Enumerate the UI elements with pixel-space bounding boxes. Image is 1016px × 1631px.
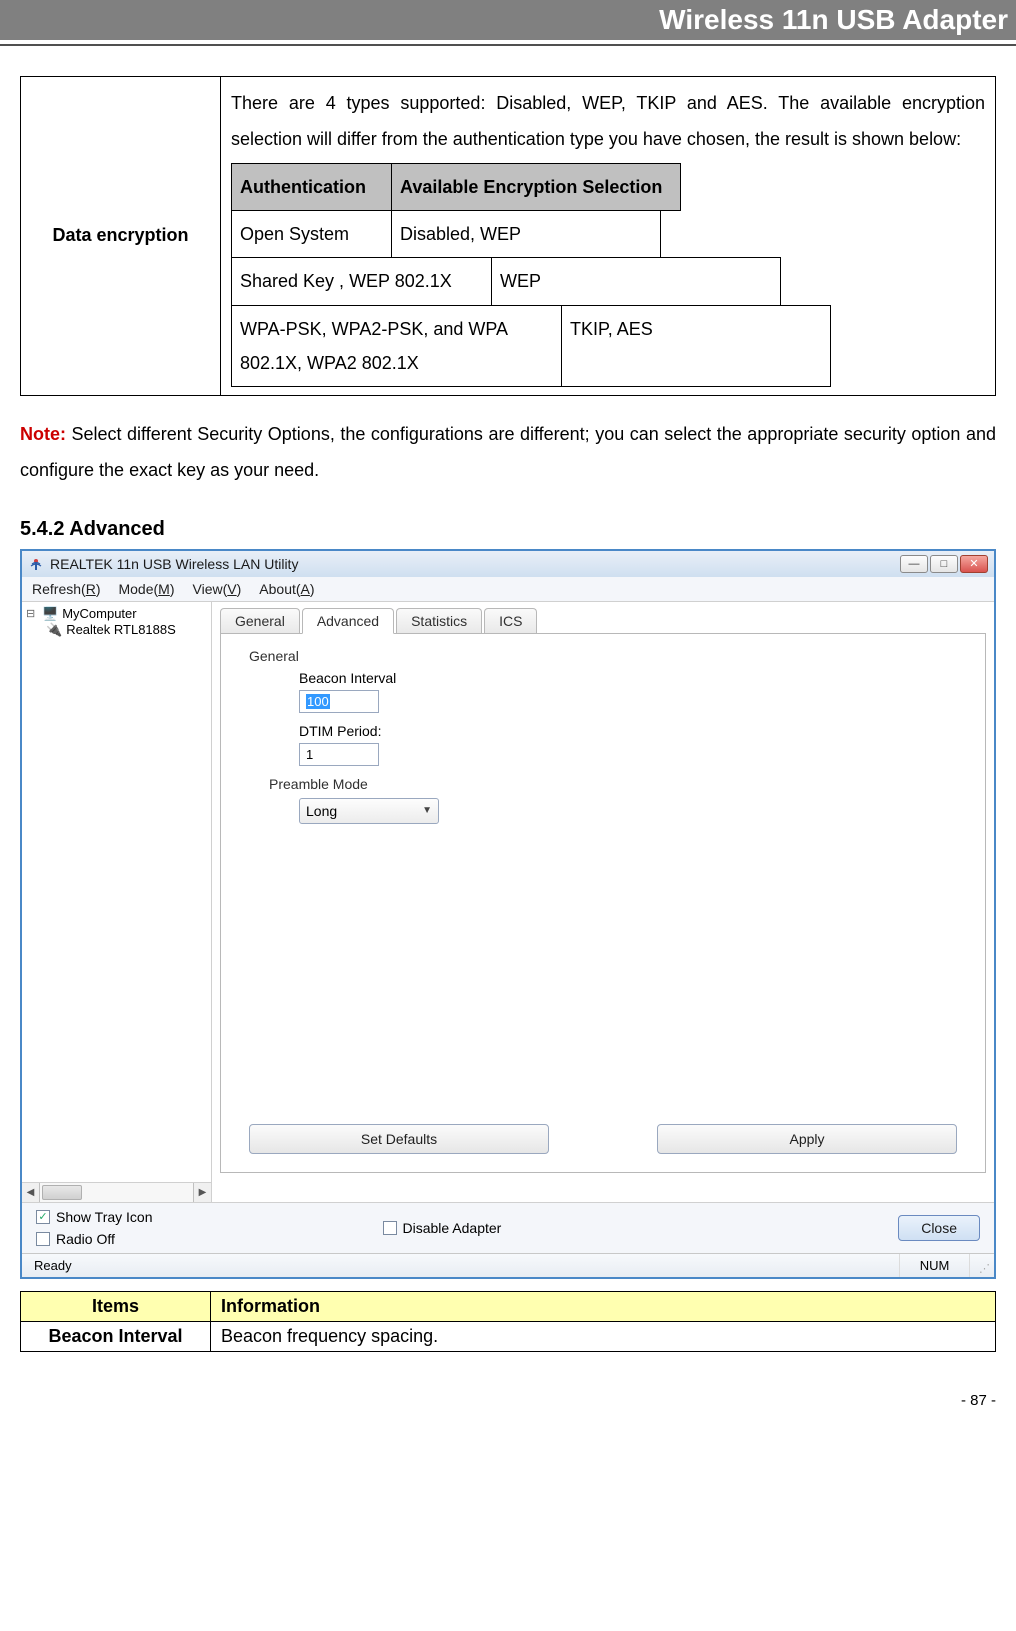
adapter-icon: 🔌 (46, 622, 62, 638)
beacon-interval-item: Beacon Interval (21, 1321, 211, 1351)
menu-about[interactable]: About(A) (259, 581, 314, 597)
auth-cell: Shared Key , WEP 802.1X (232, 258, 492, 304)
tab-advanced[interactable]: Advanced (302, 608, 394, 634)
header-rule (0, 44, 1016, 46)
dtim-period-input[interactable]: 1 (299, 743, 379, 766)
set-defaults-button[interactable]: Set Defaults (249, 1124, 549, 1154)
resize-grip-icon[interactable]: ⋰ (970, 1254, 994, 1277)
bottom-options-bar: ✓ Show Tray Icon Radio Off Disable Adapt… (22, 1202, 994, 1253)
tree-child-label: Realtek RTL8188S (66, 622, 176, 637)
show-tray-icon-checkbox[interactable]: ✓ Show Tray Icon (36, 1209, 153, 1225)
beacon-interval-label: Beacon Interval (299, 670, 957, 686)
device-tree-pane: ⊟ 🖥️ MyComputer 🔌 Realtek RTL8188S ◀ ▶ (22, 602, 212, 1202)
checkbox-unchecked-icon (383, 1221, 397, 1235)
tab-strip: General Advanced Statistics ICS (220, 608, 986, 633)
titlebar[interactable]: REALTEK 11n USB Wireless LAN Utility — □… (22, 551, 994, 577)
radio-off-label: Radio Off (56, 1231, 115, 1247)
computer-icon: 🖥️ (42, 606, 58, 622)
group-general-label: General (249, 648, 957, 664)
chevron-down-icon: ▼ (422, 805, 432, 816)
statusbar: Ready NUM ⋰ (22, 1253, 994, 1277)
information-header: Information (211, 1291, 996, 1321)
menu-view[interactable]: View(V) (193, 581, 242, 597)
enc-cell: TKIP, AES (562, 306, 830, 386)
status-ready: Ready (22, 1254, 900, 1277)
section-heading-advanced: 5.4.2 Advanced (20, 518, 996, 541)
items-info-table: Items Information Beacon Interval Beacon… (20, 1291, 996, 1352)
note-paragraph: Note: Select different Security Options,… (20, 416, 996, 488)
checkbox-unchecked-icon (36, 1232, 50, 1246)
tree-collapse-icon[interactable]: ⊟ (26, 607, 38, 620)
minimize-button[interactable]: — (900, 555, 928, 573)
scroll-thumb[interactable] (42, 1185, 82, 1200)
auth-cell: WPA-PSK, WPA2-PSK, and WPA 802.1X, WPA2 … (232, 306, 562, 386)
scroll-left-icon[interactable]: ◀ (22, 1183, 40, 1202)
tree-scrollbar[interactable]: ◀ ▶ (22, 1182, 211, 1202)
tree-root[interactable]: ⊟ 🖥️ MyComputer (26, 606, 207, 622)
tree-child[interactable]: 🔌 Realtek RTL8188S (26, 622, 207, 638)
disable-adapter-label: Disable Adapter (403, 1220, 502, 1236)
window-close-button[interactable]: ✕ (960, 555, 988, 573)
tab-general[interactable]: General (220, 608, 300, 633)
checkbox-checked-icon: ✓ (36, 1210, 50, 1224)
encryption-inner-table: Authentication Available Encryption Sele… (231, 163, 985, 387)
app-icon (28, 556, 44, 572)
enc-cell: WEP (492, 258, 780, 304)
data-encryption-content: There are 4 types supported: Disabled, W… (221, 77, 996, 396)
beacon-interval-info: Beacon frequency spacing. (211, 1321, 996, 1351)
maximize-button[interactable]: □ (930, 555, 958, 573)
preamble-mode-label: Preamble Mode (269, 776, 957, 792)
preamble-mode-value: Long (306, 803, 337, 819)
tab-body-advanced: General Beacon Interval 100 DTIM Period:… (220, 633, 986, 1173)
menubar: Refresh(R) Mode(M) View(V) About(A) (22, 577, 994, 602)
show-tray-icon-label: Show Tray Icon (56, 1209, 153, 1225)
col-authentication: Authentication (232, 164, 392, 210)
disable-adapter-checkbox[interactable]: Disable Adapter (383, 1220, 502, 1236)
apply-button[interactable]: Apply (657, 1124, 957, 1154)
items-header: Items (21, 1291, 211, 1321)
close-button[interactable]: Close (898, 1215, 980, 1241)
menu-mode[interactable]: Mode(M) (118, 581, 174, 597)
app-window: REALTEK 11n USB Wireless LAN Utility — □… (20, 549, 996, 1279)
data-encryption-table: Data encryption There are 4 types suppor… (20, 76, 996, 396)
page-header-title: Wireless 11n USB Adapter (0, 0, 1016, 40)
note-text: Select different Security Options, the c… (20, 424, 996, 480)
scroll-right-icon[interactable]: ▶ (193, 1183, 211, 1202)
preamble-mode-select[interactable]: Long ▼ (299, 798, 439, 824)
col-available-encryption: Available Encryption Selection (392, 164, 680, 210)
radio-off-checkbox[interactable]: Radio Off (36, 1231, 153, 1247)
window-title: REALTEK 11n USB Wireless LAN Utility (50, 556, 894, 572)
tab-statistics[interactable]: Statistics (396, 608, 482, 633)
enc-cell: Disabled, WEP (392, 211, 660, 257)
status-num: NUM (900, 1254, 970, 1277)
beacon-interval-input[interactable]: 100 (299, 690, 379, 713)
auth-cell: Open System (232, 211, 392, 257)
page-number: - 87 - (20, 1392, 996, 1409)
data-encryption-label: Data encryption (21, 77, 221, 396)
data-encryption-description: There are 4 types supported: Disabled, W… (231, 85, 985, 157)
menu-refresh[interactable]: Refresh(R) (32, 581, 100, 597)
note-label: Note: (20, 424, 66, 444)
dtim-period-label: DTIM Period: (299, 723, 957, 739)
tree-root-label: MyComputer (62, 606, 136, 621)
tab-ics[interactable]: ICS (484, 608, 537, 633)
